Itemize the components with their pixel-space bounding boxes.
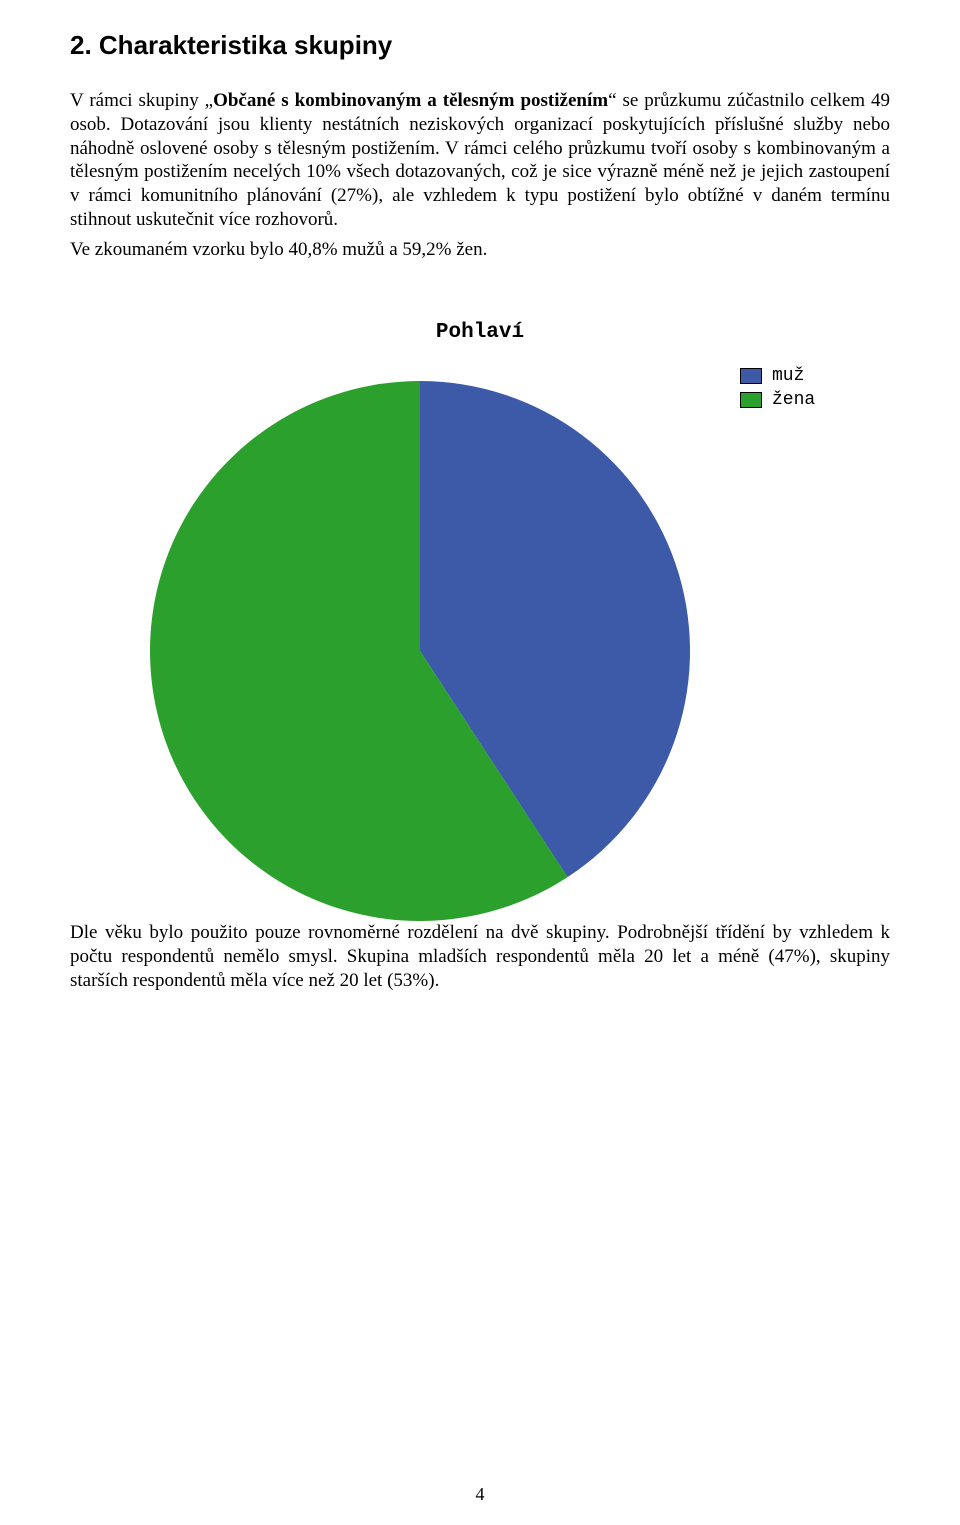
legend-item-muž: muž [740,366,815,386]
pie-chart [150,381,690,921]
section-heading: 2. Charakteristika skupiny [70,30,890,61]
chart-title: Pohlaví [70,321,890,344]
legend-swatch [740,392,762,408]
legend-label: žena [772,390,815,410]
legend-label: muž [772,366,804,386]
chart-legend: muž žena [740,366,815,414]
page-number: 4 [0,1484,960,1505]
paragraph-3: Dle věku bylo použito pouze rovnoměrné r… [70,921,890,992]
legend-item-žena: žena [740,390,815,410]
pie-chart-block: Pohlaví muž žena [70,321,890,921]
p1-prefix: V rámci skupiny „ [70,90,213,111]
document-page: 2. Charakteristika skupiny V rámci skupi… [0,0,960,1525]
pie-svg [150,381,690,921]
chart-row: muž žena [70,356,890,921]
paragraph-2: Ve zkoumaném vzorku bylo 40,8% mužů a 59… [70,238,890,262]
p1-bold: Občané s kombinovaným a tělesným postiže… [213,90,608,111]
paragraph-1: V rámci skupiny „Občané s kombinovaným a… [70,89,890,232]
legend-swatch [740,368,762,384]
